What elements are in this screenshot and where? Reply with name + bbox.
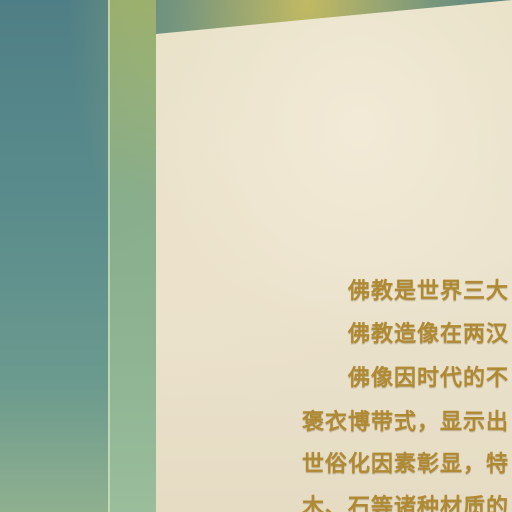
panel-text-line: 褒衣博带式，显示出 [302, 410, 510, 435]
panel-text-line: 木、石等诸种材质的 [302, 495, 510, 512]
panel-text-line: 佛教是世界三大 [348, 279, 510, 304]
panel-text-line: 佛教造像在两汉 [348, 322, 510, 347]
wall-edge [108, 0, 110, 512]
panel-text-line: 佛像因时代的不 [348, 366, 510, 391]
panel-text-line: 世俗化因素彰显，特 [302, 452, 510, 477]
wall-strip [108, 0, 156, 512]
